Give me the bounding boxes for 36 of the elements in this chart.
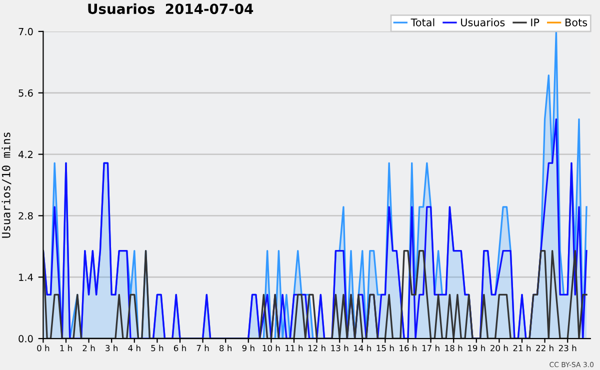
- y-tick-label: 7.0: [18, 28, 33, 36]
- y-tick-label: 4.2: [18, 150, 33, 158]
- x-tick-label: 21 h: [513, 344, 531, 352]
- legend-label: Usuarios: [461, 18, 505, 26]
- x-tick-label: 9 h: [242, 344, 254, 352]
- chart-title: Usuarios 2014-07-04: [88, 3, 254, 14]
- x-tick-label: 3 h: [106, 344, 118, 352]
- x-tick-label: 23 h: [558, 344, 576, 352]
- y-axis-title: Usuarios/10 mins: [2, 132, 12, 238]
- x-tick-label: 17 h: [422, 344, 440, 352]
- x-tick-label: 18 h: [445, 344, 462, 352]
- y-tick-label: 0.0: [18, 335, 33, 342]
- x-tick-label: 4 h: [128, 344, 140, 352]
- x-tick-label: 7 h: [196, 344, 209, 352]
- x-tick-label: 14 h: [354, 344, 371, 352]
- legend-label: IP: [531, 18, 540, 26]
- x-tick-label: 8 h: [220, 344, 232, 352]
- x-tick-label: 16 h: [400, 344, 417, 352]
- x-tick-label: 22 h: [536, 344, 554, 352]
- x-tick-label: 20 h: [490, 344, 508, 352]
- x-tick-label: 0 h: [37, 344, 50, 352]
- x-tick-label: 6 h: [174, 344, 186, 352]
- x-tick-label: 5 h: [151, 344, 164, 352]
- y-tick-label: 5.6: [18, 89, 33, 97]
- legend-label: Bots: [566, 18, 588, 26]
- x-tick-label: 2 h: [82, 344, 95, 352]
- y-tick-label: 1.4: [19, 274, 33, 281]
- x-tick-label: 11 h: [286, 344, 303, 352]
- y-tick-label: 2.8: [18, 212, 33, 220]
- x-tick-label: 19 h: [468, 344, 485, 352]
- legend-label: Total: [410, 18, 434, 26]
- x-tick-label: 12 h: [308, 344, 326, 352]
- x-tick-label: 10 h: [262, 344, 280, 352]
- x-tick-label: 15 h: [376, 344, 394, 352]
- x-tick-label: 13 h: [331, 344, 348, 352]
- x-tick-label: 1 h: [60, 344, 72, 352]
